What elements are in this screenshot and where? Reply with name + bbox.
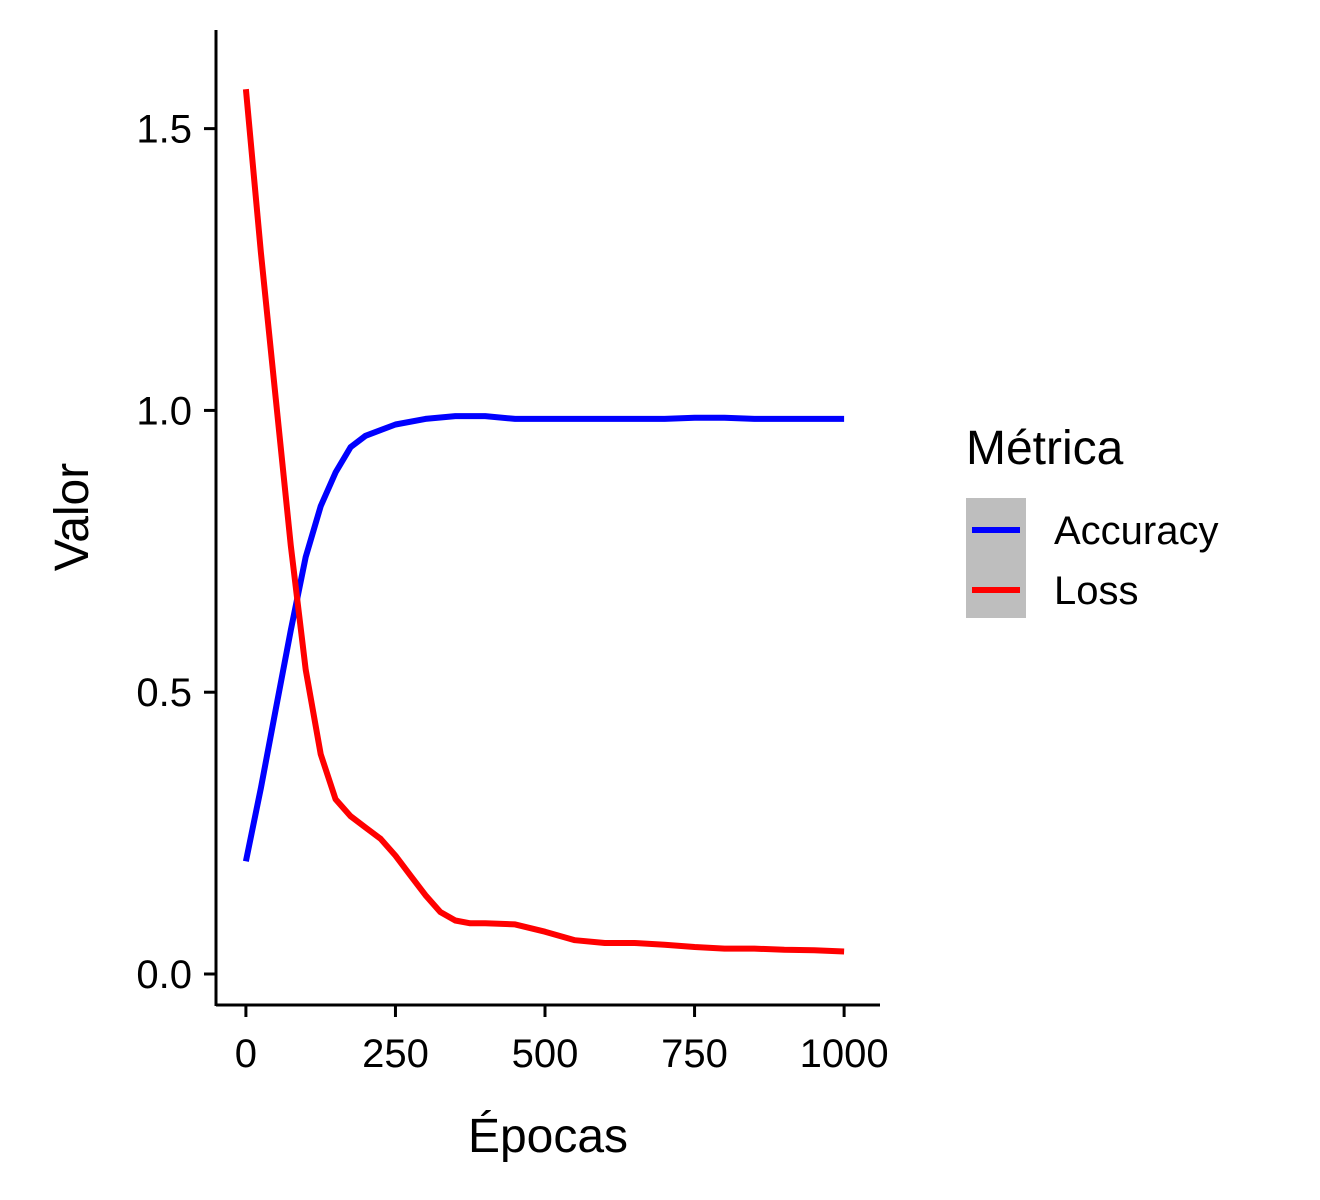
series-line-accuracy <box>242 413 845 862</box>
x-tick-label: 750 <box>661 1032 728 1076</box>
x-axis-ticks: 0 250 500 750 1000 <box>235 1005 889 1076</box>
x-tick-label: 250 <box>362 1032 429 1076</box>
x-tick-label: 0 <box>235 1032 257 1076</box>
series-line-loss <box>242 88 845 955</box>
y-tick-label: 0.5 <box>136 671 192 715</box>
x-tick-label: 1000 <box>800 1032 889 1076</box>
y-axis-ticks: 0.0 0.5 1.0 1.5 <box>136 108 216 997</box>
series-layer <box>242 88 845 955</box>
x-axis-title: Épocas <box>468 1110 628 1163</box>
x-tick-label: 500 <box>512 1032 579 1076</box>
legend-label-accuracy: Accuracy <box>1054 509 1219 553</box>
y-tick-label: 1.5 <box>136 108 192 152</box>
legend-key-background <box>966 498 1026 618</box>
legend: Métrica Accuracy Loss <box>966 422 1219 618</box>
y-tick-label: 1.0 <box>136 389 192 433</box>
y-tick-label: 0.0 <box>136 953 192 997</box>
legend-label-loss: Loss <box>1054 569 1139 613</box>
plot-area: 0.0 0.5 1.0 1.5 0 250 500 750 1000 <box>136 30 889 1076</box>
legend-title: Métrica <box>966 422 1124 475</box>
y-axis-title: Valor <box>46 463 99 572</box>
legend-items: Accuracy Loss <box>972 509 1219 613</box>
